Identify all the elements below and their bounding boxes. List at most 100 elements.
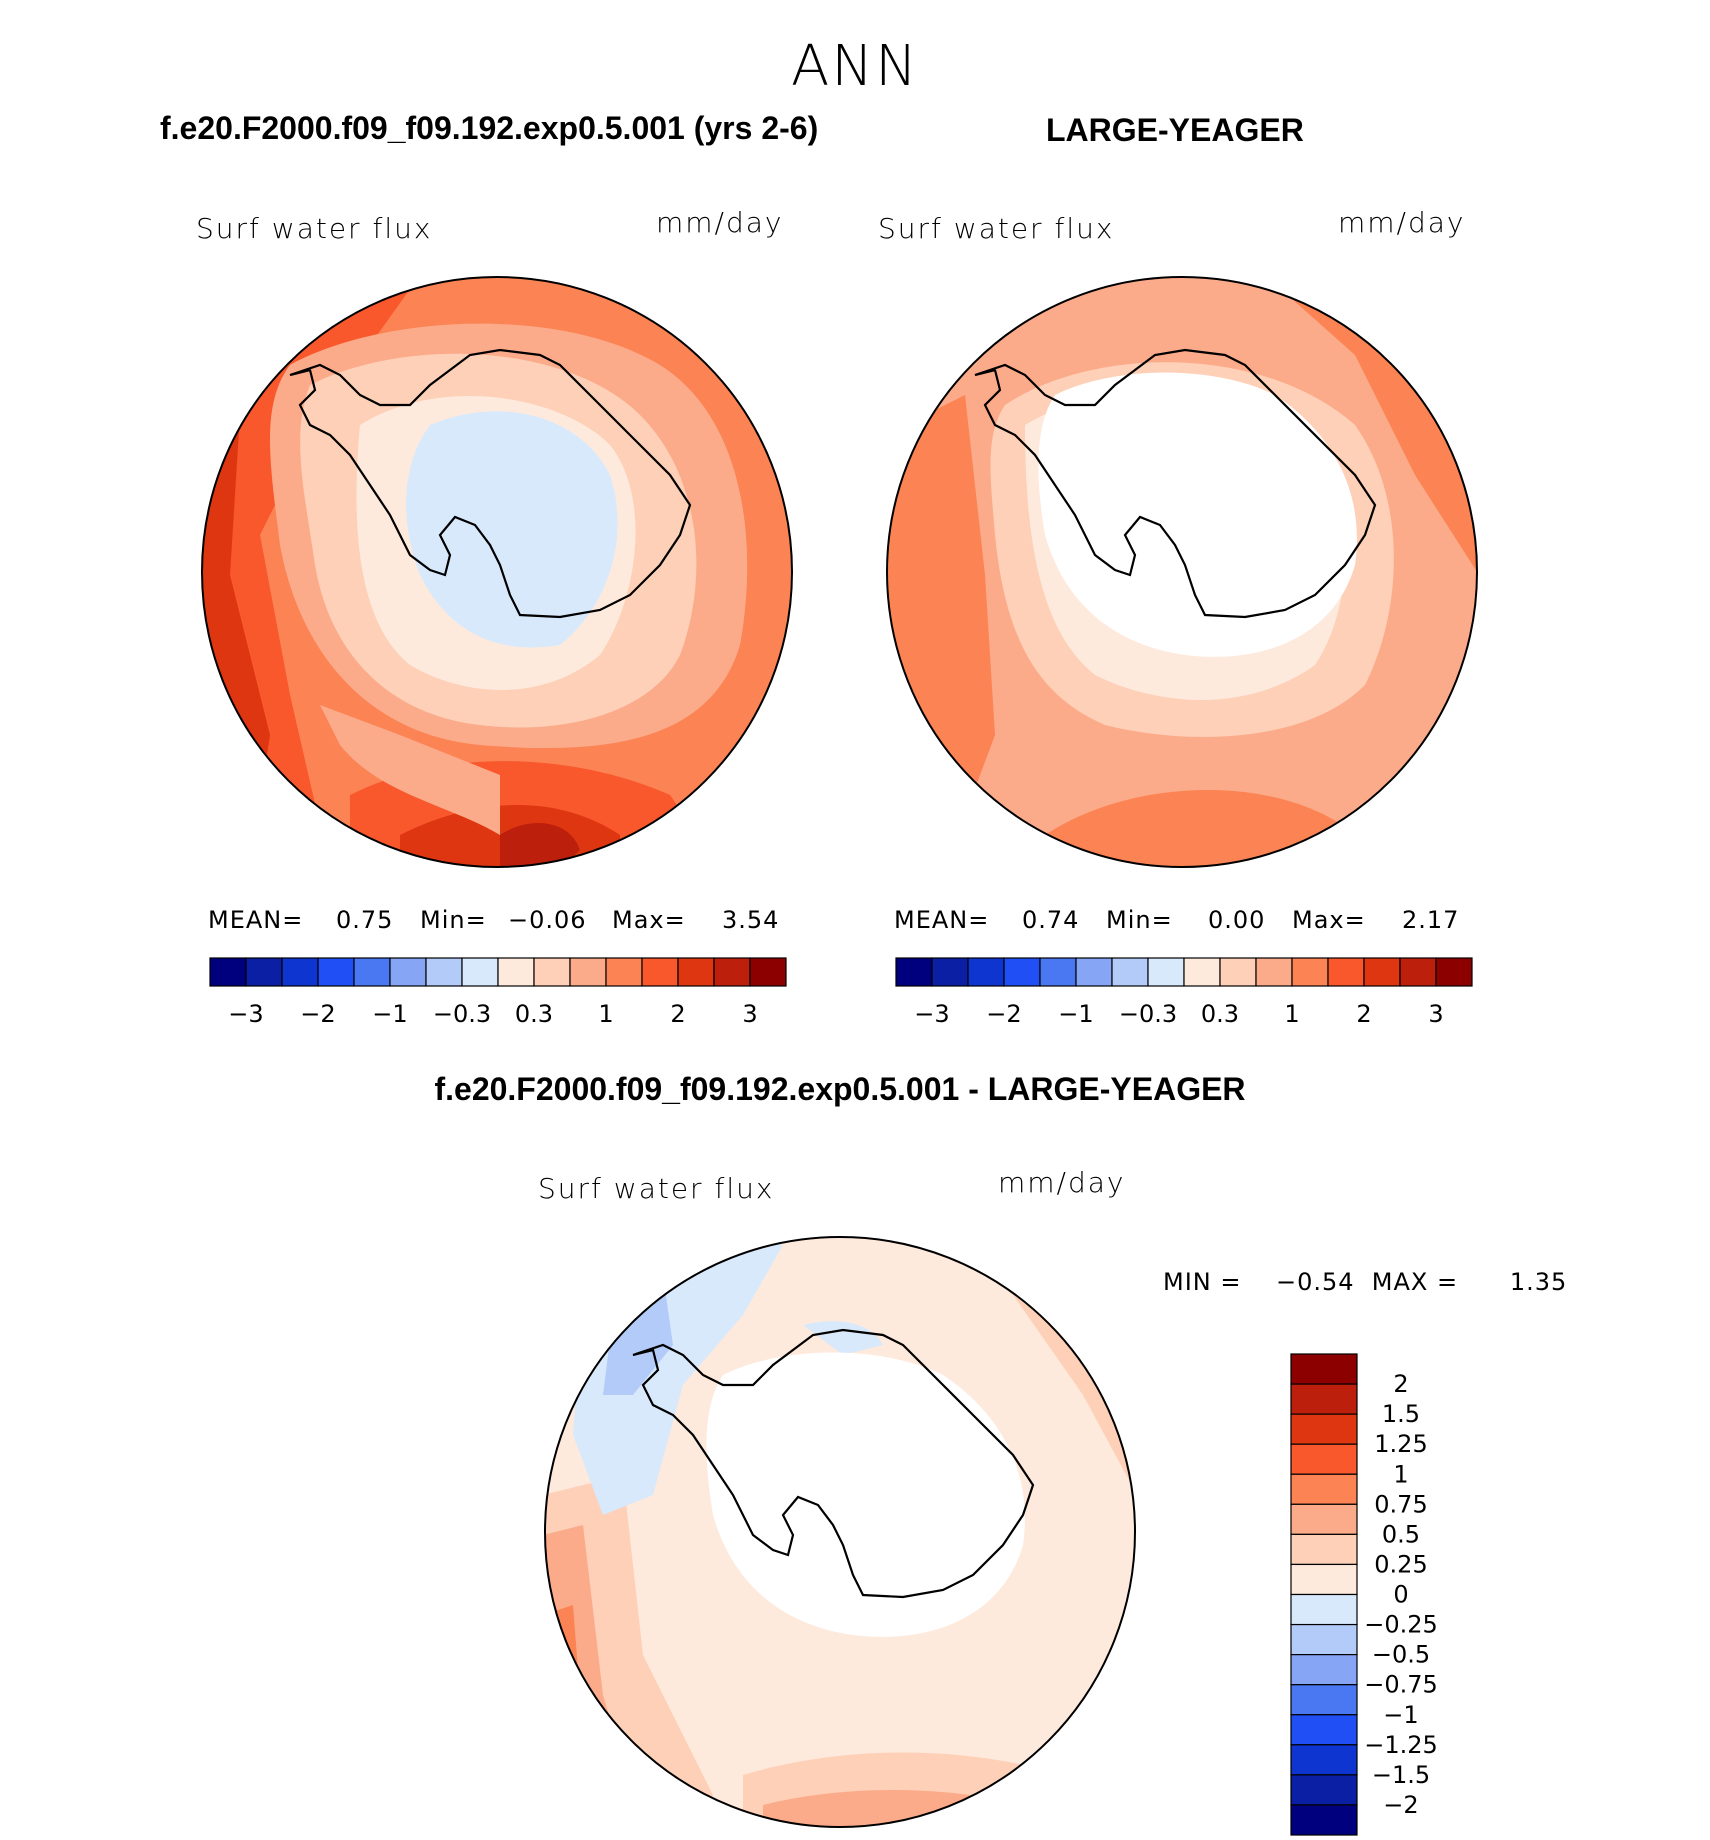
diff-colorbar-swatch: [1290, 1623, 1358, 1656]
left-colorbar-tick-label: −2: [300, 1000, 335, 1028]
right-colorbar-swatch: [895, 957, 933, 987]
diff-colorbar-swatch: [1290, 1383, 1358, 1415]
left-colorbar-tick-label: 1: [598, 1000, 613, 1028]
left-colorbar: −3 −2 −1 −0.3 0.3 1 2 3: [209, 957, 787, 1028]
left-colorbar-swatch: [533, 957, 571, 987]
diff-colorbar-tick-label: −0.5: [1372, 1641, 1430, 1669]
left-colorbar-swatch: [461, 957, 499, 987]
diff-colorbar-tick-label: 0.75: [1374, 1490, 1427, 1518]
right-colorbar: −3 −2 −1 −0.3 0.3 1 2 3: [895, 957, 1473, 1028]
right-colorbar-swatch: [1111, 957, 1149, 987]
left-colorbar-swatch: [389, 957, 427, 987]
right-colorbar-swatch: [1363, 957, 1401, 987]
left-colorbar-swatch: [245, 957, 283, 987]
right-colorbar-swatch: [1003, 957, 1041, 987]
diff-colorbar-swatch: [1290, 1593, 1358, 1626]
left-colorbar-tick-label: 3: [742, 1000, 757, 1028]
left-colorbar-swatch: [317, 957, 355, 987]
right-colorbar-swatch: [931, 957, 969, 987]
right-colorbar-swatch: [1291, 957, 1329, 987]
diff-colorbar-swatch: [1290, 1533, 1358, 1566]
right-min-label: Min=: [1106, 906, 1173, 934]
right-colorbar-tick-label: 2: [1356, 1000, 1371, 1028]
diff-colorbar-tick-label: 0.5: [1382, 1520, 1420, 1548]
left-colorbar-swatch: [677, 957, 715, 987]
diff-colorbar-swatch: [1290, 1684, 1358, 1716]
left-case-title: f.e20.F2000.f09_f09.192.exp0.5.001 (yrs …: [160, 110, 819, 146]
right-colorbar-swatch: [1255, 957, 1293, 987]
diff-case-title: f.e20.F2000.f09_f09.192.exp0.5.001 - LAR…: [434, 1071, 1246, 1107]
right-colorbar-tick-label: 0.3: [1201, 1000, 1239, 1028]
right-colorbar-tick-label: −1: [1058, 1000, 1093, 1028]
right-colorbar-tick-label: 3: [1428, 1000, 1443, 1028]
diff-colorbar-tick-label: 0.25: [1374, 1550, 1427, 1578]
diff-colorbar-swatch: [1290, 1563, 1358, 1596]
diff-variable-label: Surf water flux: [538, 1172, 775, 1205]
right-colorbar-tick-label: 1: [1284, 1000, 1299, 1028]
left-mean-label: MEAN=: [208, 906, 304, 934]
diff-colorbar-swatch: [1290, 1503, 1358, 1535]
right-colorbar-swatch: [1147, 957, 1185, 987]
diff-colorbar-tick-label: 1.25: [1374, 1430, 1427, 1458]
left-colorbar-tick-label: −1: [372, 1000, 407, 1028]
right-colorbar-swatch: [1435, 957, 1473, 987]
diff-colorbar-tick-label: 2: [1393, 1370, 1408, 1398]
left-colorbar-swatch: [281, 957, 319, 987]
diff-colorbar-swatch: [1290, 1443, 1358, 1475]
right-colorbar-swatch: [1327, 957, 1365, 987]
left-colorbar-swatch: [425, 957, 463, 987]
diff-colorbar-tick-label: −2: [1383, 1791, 1418, 1819]
left-colorbar-tick-label: 0.3: [515, 1000, 553, 1028]
left-colorbar-swatch: [569, 957, 607, 987]
diff-colorbar-swatch: [1290, 1804, 1358, 1836]
diff-colorbar-swatch: [1290, 1744, 1358, 1776]
right-colorbar-swatch: [967, 957, 1005, 987]
left-units-label: mm/day: [656, 206, 784, 239]
diff-colorbar-tick-label: 1.5: [1382, 1400, 1420, 1428]
diff-colorbar-swatch: [1290, 1714, 1358, 1746]
diff-colorbar-tick-label: −1.25: [1364, 1731, 1438, 1759]
right-variable-label: Surf water flux: [878, 212, 1115, 245]
left-colorbar-swatch: [497, 957, 535, 987]
left-colorbar-swatch: [713, 957, 751, 987]
left-polar-map: [201, 276, 793, 868]
left-mean-value: 0.75: [336, 906, 394, 934]
diff-polar-map: [544, 1236, 1136, 1828]
left-max-value: 3.54: [722, 906, 780, 934]
diff-minmax-stats: MIN = −0.54 MAX = 1.35: [1163, 1268, 1568, 1296]
left-variable-label: Surf water flux: [196, 212, 433, 245]
right-colorbar-swatch: [1399, 957, 1437, 987]
right-colorbar-swatch: [1183, 957, 1221, 987]
left-colorbar-swatch: [605, 957, 643, 987]
left-colorbar-swatch: [209, 957, 247, 987]
right-colorbar-swatch: [1039, 957, 1077, 987]
left-colorbar-swatch: [749, 957, 787, 987]
right-polar-map: [886, 276, 1478, 868]
right-colorbar-tick-label: −0.3: [1119, 1000, 1177, 1028]
diff-colorbar-swatch: [1290, 1413, 1358, 1445]
left-max-label: Max=: [612, 906, 686, 934]
diff-colorbar-tick-label: 0: [1393, 1581, 1408, 1609]
right-min-value: 0.00: [1208, 906, 1266, 934]
right-colorbar-swatch: [1219, 957, 1257, 987]
right-mean-value: 0.74: [1022, 906, 1080, 934]
diff-colorbar-tick-label: 1: [1393, 1460, 1408, 1488]
diff-colorbar-swatch: [1290, 1774, 1358, 1806]
right-case-title: LARGE-YEAGER: [1046, 112, 1304, 148]
diff-units-label: mm/day: [998, 1166, 1126, 1199]
diff-colorbar-swatch: [1290, 1353, 1358, 1385]
left-colorbar-tick-label: −0.3: [433, 1000, 491, 1028]
diff-colorbar: 21.51.2510.750.50.250−0.25−0.5−0.75−1−1.…: [1290, 1353, 1438, 1836]
left-colorbar-tick-label: 2: [670, 1000, 685, 1028]
diff-colorbar-tick-label: −0.25: [1364, 1611, 1438, 1639]
right-max-value: 2.17: [1402, 906, 1460, 934]
left-colorbar-swatch: [641, 957, 679, 987]
right-colorbar-tick-label: −2: [986, 1000, 1021, 1028]
diff-colorbar-swatch: [1290, 1654, 1358, 1686]
right-colorbar-swatch: [1075, 957, 1113, 987]
right-max-label: Max=: [1292, 906, 1366, 934]
left-colorbar-swatch: [353, 957, 391, 987]
left-min-label: Min=: [420, 906, 487, 934]
right-units-label: mm/day: [1338, 206, 1466, 239]
left-min-value: −0.06: [508, 906, 587, 934]
